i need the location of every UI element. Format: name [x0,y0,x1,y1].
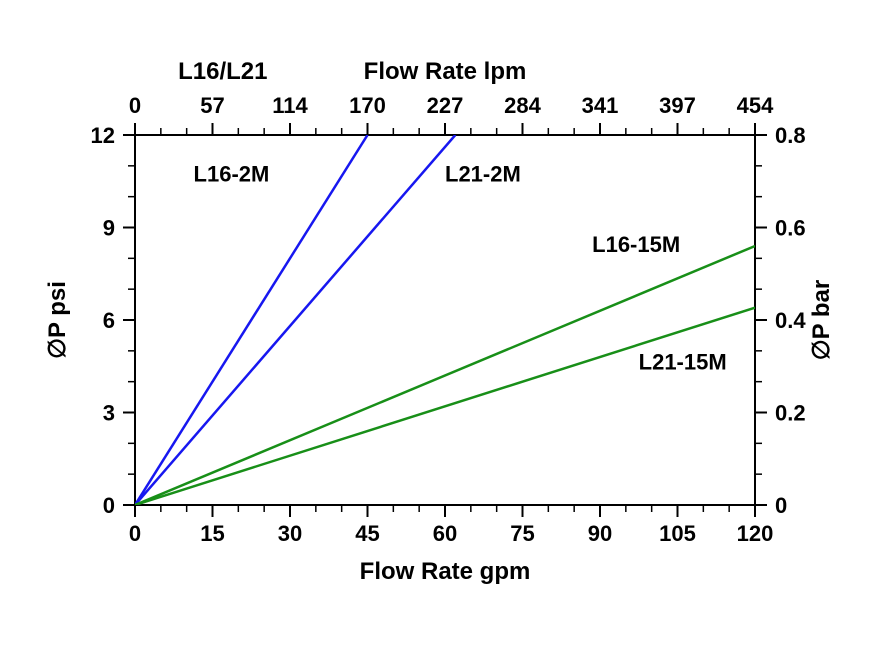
y-right-axis-label: ∅P bar [808,280,835,361]
x-bottom-axis-label: Flow Rate gpm [360,558,531,585]
x-bottom-tick-label: 120 [737,521,774,546]
x-top-tick-label: 227 [427,93,464,118]
series-label-l21-2m: L21-2M [445,161,521,186]
y-right-tick-label: 0 [775,493,787,518]
y-left-axis-label: ∅P psi [44,281,71,359]
x-top-tick-label: 170 [349,93,386,118]
x-top-tick-label: 454 [737,93,774,118]
x-bottom-tick-label: 30 [278,521,302,546]
x-bottom-tick-label: 60 [433,521,457,546]
y-right-tick-label: 0.8 [775,123,806,148]
x-bottom-tick-label: 75 [510,521,534,546]
x-top-tick-label: 284 [504,93,541,118]
x-top-tick-label: 114 [272,93,308,118]
y-left-tick-label: 9 [103,216,115,241]
y-right-tick-label: 0.2 [775,401,806,426]
x-bottom-tick-label: 0 [129,521,141,546]
pressure-flow-chart: 0153045607590105120Flow Rate gpm05711417… [0,0,882,650]
chart-svg: 0153045607590105120Flow Rate gpm05711417… [0,0,882,650]
x-bottom-tick-label: 15 [200,521,224,546]
x-bottom-tick-label: 45 [355,521,379,546]
y-left-tick-label: 3 [103,401,115,426]
x-top-tick-label: 397 [659,93,696,118]
y-left-tick-label: 6 [103,308,115,333]
series-label-l16-2m: L16-2M [194,161,270,186]
y-left-tick-label: 12 [91,123,115,148]
x-top-tick-label: 0 [129,93,141,118]
x-top-axis-label: Flow Rate lpm [364,58,527,85]
x-top-tick-label: 57 [200,93,224,118]
y-right-tick-label: 0.4 [775,308,806,333]
x-bottom-tick-label: 90 [588,521,612,546]
x-bottom-tick-label: 105 [659,521,696,546]
y-right-tick-label: 0.6 [775,216,806,241]
series-label-l21-15m: L21-15M [639,349,727,374]
chart-title: L16/L21 [178,58,267,85]
x-top-tick-label: 341 [582,93,619,118]
y-left-tick-label: 0 [103,493,115,518]
series-label-l16-15m: L16-15M [592,232,680,257]
